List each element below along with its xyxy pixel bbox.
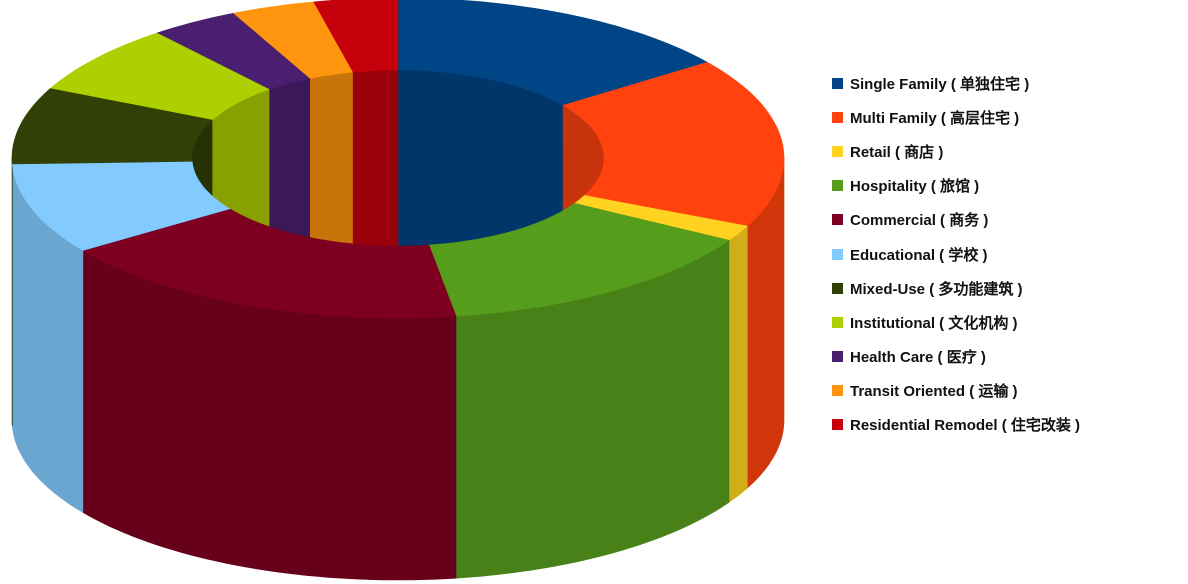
legend-item: Single Family ( 单独住宅 ) xyxy=(832,66,1182,100)
legend-label: Institutional ( 文化机构 ) xyxy=(850,314,1018,332)
legend-swatch xyxy=(832,214,843,226)
donut-slice xyxy=(313,0,399,73)
legend-swatch xyxy=(832,385,843,397)
legend-item: Educational ( 学校 ) xyxy=(832,237,1182,271)
legend-item: Commercial ( 商务 ) xyxy=(832,203,1182,237)
legend-label: Health Care ( 医疗 ) xyxy=(850,349,986,367)
donut-top xyxy=(11,0,785,319)
legend-item: Institutional ( 文化机构 ) xyxy=(832,305,1182,339)
legend-swatch xyxy=(832,111,843,123)
legend-swatch xyxy=(832,77,843,89)
legend-swatch xyxy=(832,351,843,363)
legend-item: Transit Oriented ( 运输 ) xyxy=(832,374,1182,408)
legend-label: Educational ( 学校 ) xyxy=(850,246,988,264)
legend-swatch xyxy=(832,145,843,157)
legend-item: Retail ( 商店 ) xyxy=(832,134,1182,168)
legend-item: Residential Remodel ( 住宅改装 ) xyxy=(832,408,1182,442)
legend-item: Hospitality ( 旅馆 ) xyxy=(832,169,1182,203)
legend-item: Health Care ( 医疗 ) xyxy=(832,340,1182,374)
legend-swatch xyxy=(832,180,843,192)
legend-label: Residential Remodel ( 住宅改装 ) xyxy=(850,417,1081,435)
legend-swatch xyxy=(832,282,843,294)
legend-label: Commercial ( 商务 ) xyxy=(850,212,989,230)
donut-chart xyxy=(11,0,785,581)
legend-label: Retail ( 商店 ) xyxy=(850,143,944,161)
legend-label: Single Family ( 单独住宅 ) xyxy=(850,75,1030,93)
legend-swatch xyxy=(832,316,843,328)
legend: Single Family ( 单独住宅 ) Multi Family ( 高层… xyxy=(832,66,1182,442)
legend-label: Transit Oriented ( 运输 ) xyxy=(850,383,1018,401)
legend-label: Hospitality ( 旅馆 ) xyxy=(850,178,980,196)
legend-swatch xyxy=(832,248,843,260)
legend-label: Mixed-Use ( 多功能建筑 ) xyxy=(850,280,1023,298)
legend-label: Multi Family ( 高层住宅 ) xyxy=(850,109,1020,127)
legend-item: Multi Family ( 高层住宅 ) xyxy=(832,100,1182,134)
legend-item: Mixed-Use ( 多功能建筑 ) xyxy=(832,271,1182,305)
donut-outer-wall xyxy=(728,225,748,503)
legend-swatch xyxy=(832,419,843,431)
